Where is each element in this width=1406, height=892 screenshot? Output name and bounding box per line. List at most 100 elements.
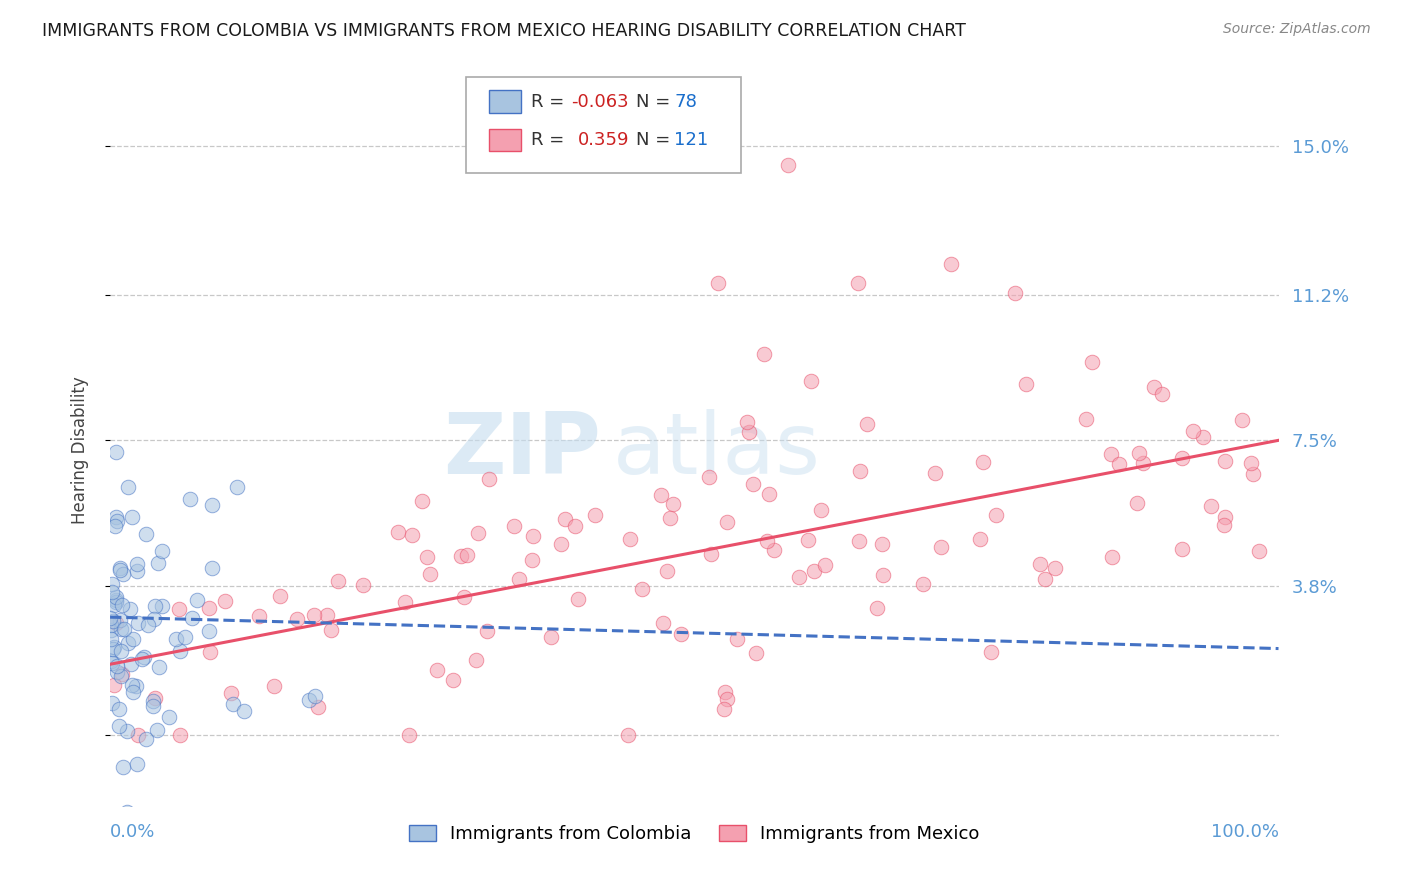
Point bbox=[1126, 495, 1149, 509]
Point bbox=[222, 697, 245, 711]
Point bbox=[326, 574, 349, 589]
Point bbox=[1213, 518, 1236, 533]
Point bbox=[233, 705, 256, 719]
Point bbox=[984, 508, 1007, 522]
Point bbox=[1199, 499, 1222, 513]
Point bbox=[263, 679, 285, 693]
Point bbox=[108, 563, 131, 577]
Point bbox=[110, 598, 132, 612]
Point bbox=[669, 627, 692, 641]
Point bbox=[101, 614, 124, 628]
Point bbox=[716, 691, 738, 706]
Point bbox=[117, 481, 139, 495]
Point bbox=[302, 608, 325, 623]
Point bbox=[631, 582, 654, 596]
Point bbox=[201, 499, 224, 513]
FancyBboxPatch shape bbox=[489, 90, 522, 113]
Point bbox=[1240, 456, 1263, 470]
Point bbox=[616, 728, 638, 742]
Point bbox=[658, 510, 681, 524]
Point bbox=[285, 612, 308, 626]
Point bbox=[118, 602, 141, 616]
Point bbox=[1213, 453, 1236, 467]
Text: N =: N = bbox=[636, 93, 676, 111]
Point bbox=[169, 728, 191, 742]
Point bbox=[810, 503, 832, 517]
Point bbox=[103, 640, 125, 654]
Point bbox=[467, 525, 489, 540]
Point bbox=[135, 732, 157, 747]
Text: N =: N = bbox=[636, 131, 676, 149]
Point bbox=[136, 618, 159, 632]
Text: -0.063: -0.063 bbox=[572, 93, 630, 111]
Point bbox=[103, 598, 125, 612]
Point bbox=[725, 632, 748, 647]
Point bbox=[1015, 377, 1038, 392]
Point bbox=[1143, 380, 1166, 394]
Point bbox=[1029, 558, 1052, 572]
Point bbox=[101, 697, 124, 711]
Point bbox=[738, 425, 761, 439]
Point bbox=[225, 480, 247, 494]
Point bbox=[186, 593, 208, 607]
Point bbox=[321, 623, 343, 637]
Point bbox=[453, 591, 475, 605]
Point bbox=[1241, 467, 1264, 482]
Point bbox=[142, 694, 165, 708]
Text: 0.0%: 0.0% bbox=[110, 823, 156, 841]
Point bbox=[441, 673, 464, 687]
Point bbox=[108, 702, 131, 716]
Point bbox=[127, 615, 149, 630]
Point bbox=[142, 698, 165, 713]
Point bbox=[426, 663, 449, 677]
Y-axis label: Hearing Disability: Hearing Disability bbox=[72, 376, 89, 524]
Point bbox=[394, 595, 416, 609]
Text: R =: R = bbox=[530, 93, 569, 111]
Point bbox=[1132, 456, 1154, 470]
Point bbox=[108, 719, 131, 733]
Point bbox=[198, 601, 221, 615]
Point bbox=[714, 685, 737, 699]
Point bbox=[110, 643, 132, 657]
Point bbox=[619, 533, 641, 547]
Point bbox=[1033, 572, 1056, 586]
Point bbox=[101, 641, 124, 656]
Point bbox=[127, 557, 149, 571]
Point bbox=[146, 723, 169, 738]
Point bbox=[103, 677, 125, 691]
Point bbox=[148, 660, 170, 674]
Point bbox=[787, 570, 810, 584]
Point bbox=[105, 591, 128, 605]
Point bbox=[508, 572, 530, 586]
Point bbox=[148, 556, 170, 570]
Point bbox=[143, 599, 166, 613]
Point bbox=[121, 677, 143, 691]
Point bbox=[165, 632, 187, 646]
Point bbox=[450, 549, 472, 564]
Point bbox=[931, 541, 953, 555]
Point bbox=[269, 589, 291, 603]
Point bbox=[103, 519, 125, 533]
Point bbox=[745, 646, 768, 660]
Point bbox=[1043, 561, 1066, 575]
Point bbox=[872, 537, 894, 551]
Point bbox=[650, 488, 672, 502]
Point bbox=[411, 494, 433, 508]
Point bbox=[105, 665, 128, 679]
Point bbox=[419, 566, 441, 581]
Point bbox=[112, 760, 135, 774]
Point bbox=[522, 529, 544, 543]
Point bbox=[872, 568, 894, 582]
Legend: Immigrants from Colombia, Immigrants from Mexico: Immigrants from Colombia, Immigrants fro… bbox=[409, 824, 980, 843]
Point bbox=[105, 615, 128, 630]
Point bbox=[866, 601, 889, 615]
Point bbox=[1191, 430, 1213, 444]
Point bbox=[104, 593, 127, 607]
Point bbox=[298, 692, 321, 706]
Text: IMMIGRANTS FROM COLOMBIA VS IMMIGRANTS FROM MEXICO HEARING DISABILITY CORRELATIO: IMMIGRANTS FROM COLOMBIA VS IMMIGRANTS F… bbox=[42, 22, 966, 40]
Point bbox=[197, 624, 219, 639]
Point bbox=[219, 686, 242, 700]
Point bbox=[776, 158, 799, 172]
Point bbox=[540, 630, 562, 644]
Text: 0.359: 0.359 bbox=[578, 131, 628, 149]
